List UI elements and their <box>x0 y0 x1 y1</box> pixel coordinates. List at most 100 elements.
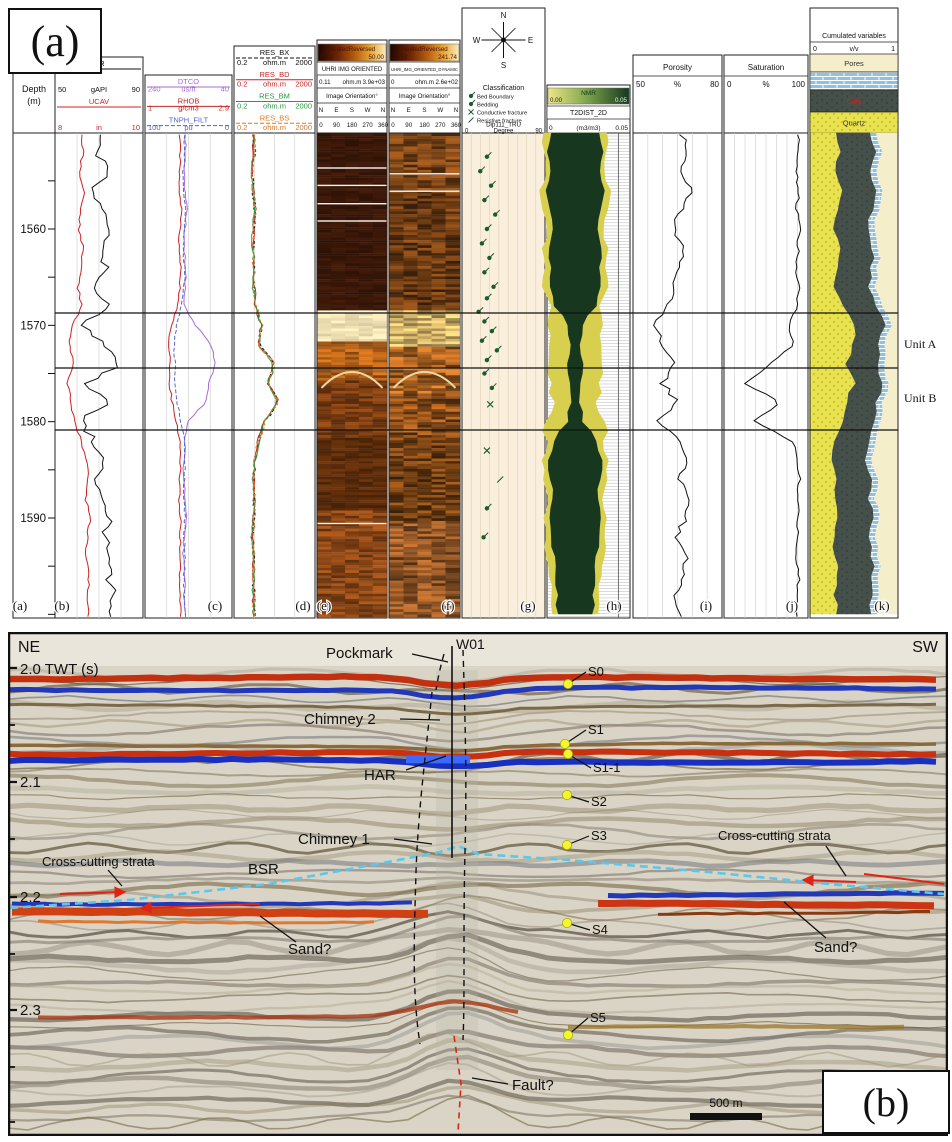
img-texel <box>445 468 460 472</box>
img-texel <box>403 479 418 483</box>
img-texel <box>403 429 418 433</box>
img-texel <box>417 487 432 490</box>
text-label: ohm.m <box>343 79 362 86</box>
img-texel <box>417 393 432 397</box>
curve-max: 2000 <box>295 80 312 89</box>
img-texel <box>317 203 332 207</box>
img-texel <box>417 242 432 246</box>
seismic-pick-dot <box>562 789 573 800</box>
img-texel <box>317 346 332 350</box>
img-texel <box>431 328 446 332</box>
img-texel <box>403 234 418 238</box>
img-texel <box>389 227 404 230</box>
annotation-pointer <box>825 845 847 877</box>
curve-unit: ohm.m <box>263 80 286 89</box>
img-texel <box>317 227 332 230</box>
img-texel <box>317 510 332 514</box>
orientation-dir: N <box>381 107 385 114</box>
img-texel <box>358 162 374 165</box>
colorbar-label: HeatedReversed <box>329 46 376 53</box>
img-texel <box>372 292 387 295</box>
img-texel <box>389 471 404 475</box>
text-label: 0 <box>465 129 469 135</box>
corner-label-ne: NE <box>18 639 40 656</box>
img-texel <box>403 450 418 454</box>
img-texel <box>331 435 346 438</box>
img-texel <box>345 578 360 581</box>
img-texel <box>372 510 387 514</box>
img-texel <box>389 185 404 189</box>
img-texel <box>417 201 432 204</box>
img-texel <box>417 211 432 215</box>
img-texel <box>372 333 387 337</box>
img-texel <box>445 476 460 480</box>
img-texel <box>372 458 387 462</box>
img-texel <box>403 580 418 584</box>
img-texel <box>431 325 446 329</box>
img-texel <box>403 487 418 490</box>
img-texel <box>358 268 374 272</box>
img-texel <box>372 185 387 189</box>
img-texel <box>345 549 360 553</box>
img-texel <box>317 520 332 524</box>
img-texel <box>331 497 346 501</box>
panel-track-label: (b) <box>54 598 69 613</box>
img-texel <box>431 536 446 540</box>
img-texel <box>358 536 374 540</box>
img-texel <box>403 268 418 272</box>
img-texel <box>358 611 374 615</box>
img-texel <box>417 255 432 259</box>
img-texel <box>372 284 387 288</box>
seismic-pick-dot <box>560 739 571 750</box>
img-texel <box>389 151 404 155</box>
img-texel <box>317 377 332 381</box>
img-texel <box>372 286 387 290</box>
img-texel <box>372 208 387 212</box>
i-title: Porosity <box>663 63 692 72</box>
panel-track-label: (h) <box>606 598 621 613</box>
img-texel <box>445 302 460 306</box>
img-texel <box>317 559 332 563</box>
img-texel <box>358 190 374 194</box>
img-texel <box>417 572 432 576</box>
img-texel <box>389 320 404 324</box>
img-texel <box>445 364 460 368</box>
img-texel <box>445 143 460 147</box>
text-label: 0 <box>391 79 395 86</box>
img-texel <box>331 240 346 243</box>
img-texel <box>372 328 387 332</box>
img-texel <box>431 164 446 168</box>
img-texel <box>389 273 404 277</box>
img-texel <box>331 609 346 613</box>
img-texel <box>358 172 374 176</box>
img-texel <box>389 214 404 217</box>
img-texel <box>389 310 404 314</box>
img-texel <box>345 258 360 262</box>
img-texel <box>445 206 460 210</box>
img-gap <box>317 522 387 525</box>
img-texel <box>417 331 432 334</box>
img-texel <box>358 154 374 158</box>
img-texel <box>445 279 460 282</box>
img-texel <box>317 214 332 217</box>
img-texel <box>431 250 446 254</box>
img-texel <box>389 344 404 347</box>
img-texel <box>431 593 446 597</box>
img-texel <box>417 383 432 386</box>
img-texel <box>317 401 332 405</box>
img-texel <box>358 427 374 431</box>
img-texel <box>417 227 432 230</box>
img-texel <box>317 591 332 594</box>
img-texel <box>372 539 387 542</box>
img-texel <box>389 390 404 394</box>
img-texel <box>417 385 432 389</box>
img-texel <box>358 185 374 189</box>
img-texel <box>372 224 387 228</box>
img-texel <box>345 518 360 522</box>
img-texel <box>445 341 460 345</box>
img-texel <box>345 398 360 402</box>
img-texel <box>345 414 360 418</box>
orientation-dir: N <box>319 107 323 114</box>
img-texel <box>358 281 374 285</box>
img-texel <box>445 367 460 371</box>
